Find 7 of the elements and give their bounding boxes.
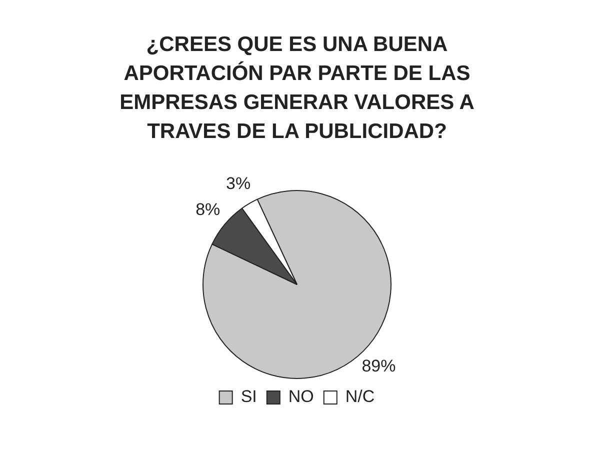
legend-label: SI bbox=[240, 387, 257, 406]
legend-label: NO bbox=[288, 387, 314, 406]
chart-title: ¿CREES QUE ES UNA BUENA APORTACIÓN PAR PARTE DE LAS EMPRESAS GENERAR VALORES A TRAVES DE LA PUBLICIDAD? bbox=[118, 32, 476, 145]
data-label: 89% bbox=[362, 356, 396, 376]
data-label: 3% bbox=[226, 174, 251, 194]
legend-label: N/C bbox=[345, 387, 375, 406]
data-label: 8% bbox=[196, 200, 220, 219]
